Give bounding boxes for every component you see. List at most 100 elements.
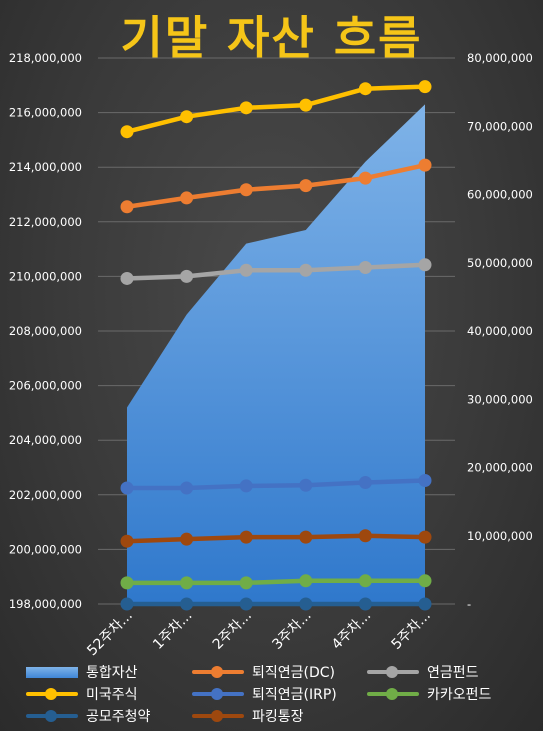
data-point [299,597,313,611]
data-point [180,532,194,546]
area-series-0 [127,104,425,604]
data-point [120,597,134,611]
data-point [418,258,432,272]
line-series-4 [120,473,432,495]
data-point [418,530,432,544]
data-point [120,200,134,214]
right-tick-label: - [467,597,471,611]
data-point [239,576,253,590]
data-point [180,576,194,590]
legend-line-swatch [192,688,244,700]
data-point [239,479,253,493]
legend-marker [211,666,223,678]
data-point [120,481,134,495]
legend-line-swatch [26,688,78,700]
right-tick-label: 70,000,000 [467,119,533,133]
chart-title: 기말 자산 흐름 [120,11,423,65]
legend-marker [211,710,223,722]
left-tick-label: 204,000,000 [9,433,82,447]
right-tick-label: 40,000,000 [467,324,533,338]
legend-item: 카카오펀드 [367,684,491,704]
legend-label: 카카오펀드 [427,687,492,703]
data-point [418,80,432,94]
data-point [418,597,432,611]
left-tick-label: 212,000,000 [9,215,82,229]
data-point [418,473,432,487]
left-tick-label: 218,000,000 [9,51,82,65]
data-point [358,597,372,611]
left-tick-label: 198,000,000 [9,597,82,611]
right-tick-label: 10,000,000 [467,529,533,543]
data-point [358,574,372,588]
right-tick-label: 20,000,000 [467,461,533,475]
data-point [120,576,134,590]
data-point [120,534,134,548]
data-point [120,271,134,285]
data-point [358,82,372,96]
line-series-3 [120,80,432,139]
legend-label: 파킹통장 [252,709,304,725]
legend-label: 연금펀드 [427,665,479,681]
left-axis: 198,000,000 200,000,000 202,000,000 204,000… [9,51,82,611]
right-axis: - 10,000,000 20,000,000 30,000,000 40,000,00… [467,51,533,611]
left-tick-label: 208,000,000 [9,324,82,338]
legend-item: 파킹통장 [192,706,304,726]
series-line [124,478,428,491]
x-tick-label: 4주차... [329,608,374,653]
left-tick-label: 214,000,000 [9,160,82,174]
line-series-1 [120,158,432,214]
legend-item: 연금펀드 [367,662,479,682]
legend-marker [45,688,57,700]
x-tick-label: 52주차... [84,608,136,660]
data-point [299,98,313,112]
legend-marker [45,710,57,722]
data-point [180,481,194,495]
legend-label: 통합자산 [86,665,138,681]
right-tick-label: 80,000,000 [467,51,533,65]
line-series-2 [120,258,432,285]
x-tick-label: 3주차... [269,608,314,653]
right-tick-label: 50,000,000 [467,256,533,270]
left-tick-label: 202,000,000 [9,488,82,502]
line-series-6 [120,597,432,611]
series-line [124,533,428,544]
area-series-layer [127,104,425,604]
legend-line-swatch [26,710,78,722]
data-point [180,191,194,205]
data-point [120,125,134,139]
data-point [418,158,432,172]
legend-item: 퇴직연금(IRP) [192,684,337,704]
legend-item: 퇴직연금(DC) [192,662,335,682]
data-point [239,263,253,277]
data-point [299,263,313,277]
data-point [299,530,313,544]
series-line [124,84,428,134]
data-point [358,261,372,275]
legend-label: 퇴직연금(DC) [252,665,335,681]
legend-area-swatch [26,666,78,678]
legend-label: 미국주식 [86,687,138,703]
legend-marker [211,688,223,700]
legend-marker [386,666,398,678]
left-tick-label: 216,000,000 [9,106,82,120]
x-tick-label: 2주차... [210,608,255,653]
data-point [239,597,253,611]
data-point [299,478,313,492]
legend-line-swatch [192,710,244,722]
data-point [180,597,194,611]
x-tick-label: 1주차... [150,608,195,653]
legend: 통합자산 퇴직연금(DC) 연금펀드 미국주식 퇴직연금(IRP) 카카오펀드 공모주청약 파… [20,662,543,728]
data-point [239,101,253,115]
left-tick-label: 210,000,000 [9,269,82,283]
legend-item: 미국주식 [26,684,138,704]
left-tick-label: 200,000,000 [9,542,82,556]
legend-label: 퇴직연금(IRP) [252,687,337,703]
series-line [124,162,428,210]
x-axis: 52주차... 1주차... 2주차... 3주차... 4주차... 5주차... [84,608,434,660]
legend-item: 통합자산 [26,662,138,682]
legend-line-swatch [192,666,244,678]
data-point [358,529,372,543]
data-point [239,530,253,544]
x-tick-label: 5주차... [389,608,434,653]
